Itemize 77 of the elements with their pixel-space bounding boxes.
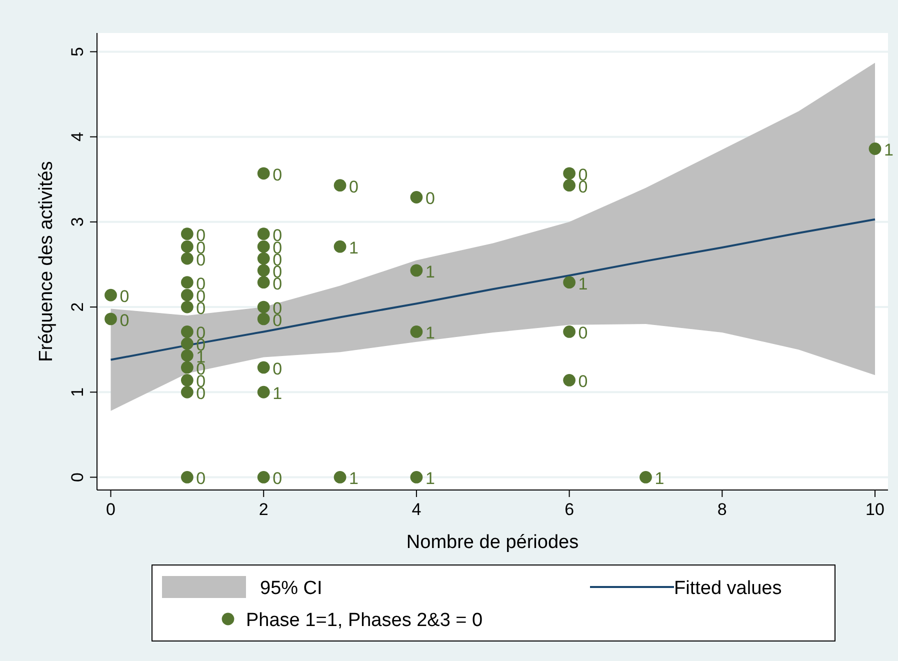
y-tick-label: 5 — [68, 46, 87, 56]
point — [257, 264, 270, 277]
annotation: 1 — [884, 140, 894, 160]
y-tick-label: 4 — [68, 132, 87, 142]
legend-label: Phase 1=1, Phases 2&3 = 0 — [246, 610, 483, 631]
annotation: 0 — [272, 165, 282, 184]
annotation: 1 — [425, 324, 435, 343]
annotation: 0 — [578, 324, 588, 343]
annotation: 1 — [272, 384, 282, 404]
annotation: 1 — [425, 262, 435, 282]
point — [410, 191, 423, 204]
annotation: 1 — [349, 238, 358, 258]
x-tick-label: 8 — [717, 500, 727, 519]
point — [334, 240, 346, 253]
point — [410, 264, 423, 277]
point — [180, 326, 194, 338]
y-tick-label: 2 — [68, 302, 87, 312]
point — [180, 276, 194, 289]
point — [257, 386, 270, 398]
point — [180, 288, 194, 302]
point — [334, 179, 346, 192]
annotation: 1 — [425, 469, 435, 488]
point — [640, 471, 652, 484]
annotation: 1 — [349, 469, 358, 488]
y-tick-label: 3 — [68, 217, 87, 227]
annotation: 0 — [196, 469, 206, 488]
y-axis-title: Fréquence des activités — [36, 161, 57, 362]
annotation: 0 — [425, 189, 435, 208]
point — [180, 349, 194, 362]
annotation: 1 — [578, 274, 588, 294]
point — [180, 337, 194, 350]
point — [563, 179, 576, 192]
annotation: 0 — [272, 359, 282, 378]
point — [563, 374, 576, 386]
annotation: 1 — [654, 469, 664, 488]
point — [257, 312, 270, 326]
legend-label: Fitted values — [674, 578, 782, 599]
annotation: 0 — [272, 469, 282, 488]
x-tick-label: 2 — [258, 500, 268, 519]
x-tick-label: 0 — [106, 500, 116, 519]
x-tick-label: 6 — [564, 500, 574, 519]
point — [563, 326, 576, 338]
point — [180, 300, 194, 314]
x-axis-title: Nombre de périodes — [406, 532, 579, 553]
point — [334, 471, 346, 484]
annotation: 0 — [578, 372, 588, 392]
point — [257, 361, 270, 374]
y-tick-label: 1 — [68, 387, 87, 397]
point — [180, 228, 194, 240]
point — [104, 288, 117, 302]
text: 95% CI — [260, 578, 322, 599]
point — [563, 167, 576, 180]
point — [410, 471, 423, 484]
y-tick-label: 0 — [68, 472, 87, 482]
annotation: 0 — [120, 310, 130, 330]
point — [180, 240, 194, 253]
point — [257, 471, 270, 484]
annotation: 0 — [120, 287, 130, 306]
point — [104, 312, 117, 326]
point — [257, 300, 270, 314]
point — [563, 276, 576, 289]
point — [180, 471, 194, 484]
point — [410, 326, 423, 338]
point — [180, 252, 194, 265]
point — [180, 374, 194, 386]
line-series — [110, 218, 876, 361]
point — [180, 361, 194, 374]
annotation: 0 — [349, 177, 358, 196]
x-tick-label: 10 — [866, 500, 884, 519]
point — [257, 252, 270, 265]
point — [868, 142, 882, 155]
point — [257, 276, 270, 289]
point — [257, 240, 270, 253]
point — [257, 228, 270, 240]
point — [257, 167, 270, 180]
point — [180, 386, 194, 398]
x-tick-label: 4 — [412, 500, 422, 519]
